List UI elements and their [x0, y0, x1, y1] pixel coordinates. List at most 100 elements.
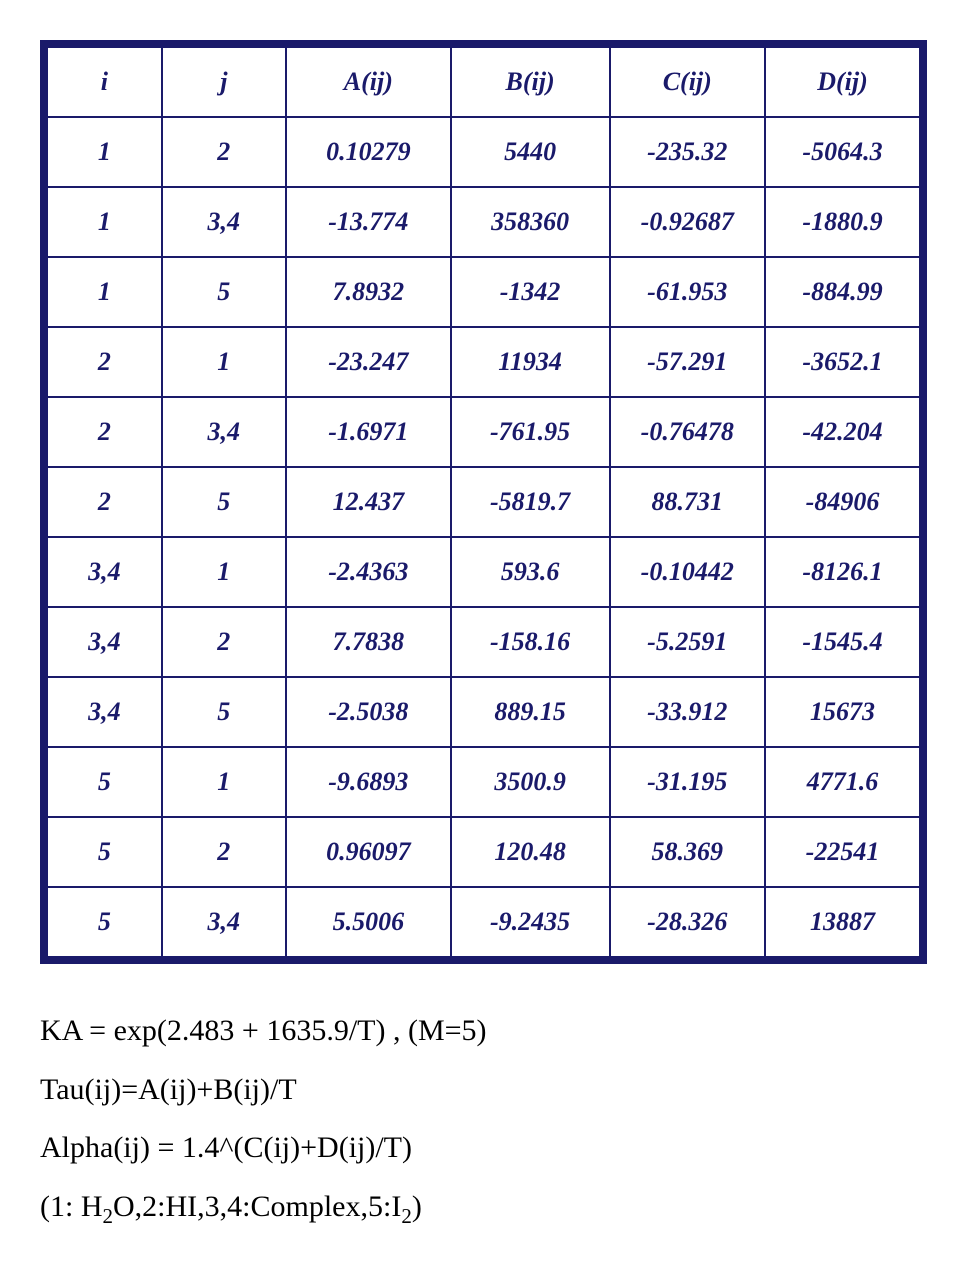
table-row: 120.102795440-235.32-5064.3: [47, 117, 920, 187]
table-cell: 1: [47, 117, 162, 187]
table-cell: -3652.1: [765, 327, 920, 397]
table-cell: 593.6: [451, 537, 610, 607]
table-cell: 12.437: [286, 467, 451, 537]
table-cell: 5: [162, 257, 286, 327]
table-cell: -61.953: [610, 257, 765, 327]
table-cell: 7.7838: [286, 607, 451, 677]
table-cell: 5440: [451, 117, 610, 187]
table-row: 23,4-1.6971-761.95-0.76478-42.204: [47, 397, 920, 467]
table-cell: -1545.4: [765, 607, 920, 677]
table-cell: 2: [47, 397, 162, 467]
table-cell: -0.76478: [610, 397, 765, 467]
table-cell: -158.16: [451, 607, 610, 677]
table-cell: -31.195: [610, 747, 765, 817]
table-cell: 1: [162, 747, 286, 817]
parameters-table: i j A(ij) B(ij) C(ij) D(ij) 120.10279544…: [46, 46, 921, 958]
table-cell: -23.247: [286, 327, 451, 397]
table-cell: 3,4: [162, 887, 286, 957]
table-cell: -28.326: [610, 887, 765, 957]
table-row: 157.8932-1342-61.953-884.99: [47, 257, 920, 327]
note-ka: KA = exp(2.483 + 1635.9/T) , (M=5): [40, 1005, 927, 1058]
table-cell: 4771.6: [765, 747, 920, 817]
table-row: 3,45-2.5038889.15-33.91215673: [47, 677, 920, 747]
table-cell: 7.8932: [286, 257, 451, 327]
table-cell: 11934: [451, 327, 610, 397]
table-cell: 3,4: [47, 677, 162, 747]
table-cell: -22541: [765, 817, 920, 887]
table-row: 51-9.68933500.9-31.1954771.6: [47, 747, 920, 817]
legend-suffix: ): [412, 1190, 422, 1223]
table-cell: 88.731: [610, 467, 765, 537]
table-body: 120.102795440-235.32-5064.313,4-13.77435…: [47, 117, 920, 957]
col-header-i: i: [47, 47, 162, 117]
table-cell: 1: [162, 537, 286, 607]
table-cell: -1342: [451, 257, 610, 327]
note-legend: (1: H2O,2:HI,3,4:Complex,5:I2): [40, 1181, 927, 1235]
table-cell: 3,4: [47, 607, 162, 677]
table-cell: 0.10279: [286, 117, 451, 187]
table-cell: -9.2435: [451, 887, 610, 957]
legend-h2o-sub: 2: [103, 1204, 114, 1228]
table-row: 2512.437-5819.788.731-84906: [47, 467, 920, 537]
table-cell: 15673: [765, 677, 920, 747]
table-cell: 5: [162, 677, 286, 747]
col-header-j: j: [162, 47, 286, 117]
table-cell: 1: [47, 257, 162, 327]
table-row: 21-23.24711934-57.291-3652.1: [47, 327, 920, 397]
table-cell: 3,4: [47, 537, 162, 607]
table-cell: -1.6971: [286, 397, 451, 467]
legend-i2-sub: 2: [401, 1204, 412, 1228]
table-cell: -884.99: [765, 257, 920, 327]
table-cell: -42.204: [765, 397, 920, 467]
table-cell: -84906: [765, 467, 920, 537]
parameters-table-wrap: i j A(ij) B(ij) C(ij) D(ij) 120.10279544…: [40, 40, 927, 964]
table-row: 520.96097120.4858.369-22541: [47, 817, 920, 887]
table-cell: 5.5006: [286, 887, 451, 957]
table-cell: 5: [47, 817, 162, 887]
table-cell: -0.10442: [610, 537, 765, 607]
table-row: 53,45.5006-9.2435-28.32613887: [47, 887, 920, 957]
table-cell: -8126.1: [765, 537, 920, 607]
table-cell: -235.32: [610, 117, 765, 187]
table-cell: 2: [47, 327, 162, 397]
table-cell: 5: [47, 887, 162, 957]
table-cell: -2.4363: [286, 537, 451, 607]
table-cell: 2: [162, 817, 286, 887]
col-header-d: D(ij): [765, 47, 920, 117]
table-cell: 5: [162, 467, 286, 537]
col-header-b: B(ij): [451, 47, 610, 117]
table-cell: -1880.9: [765, 187, 920, 257]
equation-notes: KA = exp(2.483 + 1635.9/T) , (M=5) Tau(i…: [40, 1005, 927, 1234]
table-cell: -33.912: [610, 677, 765, 747]
note-tau: Tau(ij)=A(ij)+B(ij)/T: [40, 1064, 927, 1117]
table-cell: 889.15: [451, 677, 610, 747]
table-cell: 2: [47, 467, 162, 537]
col-header-a: A(ij): [286, 47, 451, 117]
table-row: 3,427.7838-158.16-5.2591-1545.4: [47, 607, 920, 677]
table-cell: 58.369: [610, 817, 765, 887]
table-header-row: i j A(ij) B(ij) C(ij) D(ij): [47, 47, 920, 117]
table-cell: -2.5038: [286, 677, 451, 747]
table-cell: 0.96097: [286, 817, 451, 887]
table-cell: 2: [162, 117, 286, 187]
table-row: 13,4-13.774358360-0.92687-1880.9: [47, 187, 920, 257]
table-cell: -57.291: [610, 327, 765, 397]
table-cell: 1: [47, 187, 162, 257]
legend-mid: O,2:HI,3,4:Complex,5:I: [113, 1190, 401, 1223]
table-cell: 3,4: [162, 397, 286, 467]
table-cell: 358360: [451, 187, 610, 257]
note-alpha: Alpha(ij) = 1.4^(C(ij)+D(ij)/T): [40, 1122, 927, 1175]
table-cell: 13887: [765, 887, 920, 957]
legend-prefix: (1: H: [40, 1190, 103, 1223]
table-cell: 2: [162, 607, 286, 677]
table-cell: -5819.7: [451, 467, 610, 537]
table-cell: -9.6893: [286, 747, 451, 817]
table-cell: 5: [47, 747, 162, 817]
table-cell: 120.48: [451, 817, 610, 887]
table-cell: 1: [162, 327, 286, 397]
table-cell: -0.92687: [610, 187, 765, 257]
table-cell: 3,4: [162, 187, 286, 257]
table-cell: -5064.3: [765, 117, 920, 187]
table-cell: -13.774: [286, 187, 451, 257]
table-cell: -761.95: [451, 397, 610, 467]
